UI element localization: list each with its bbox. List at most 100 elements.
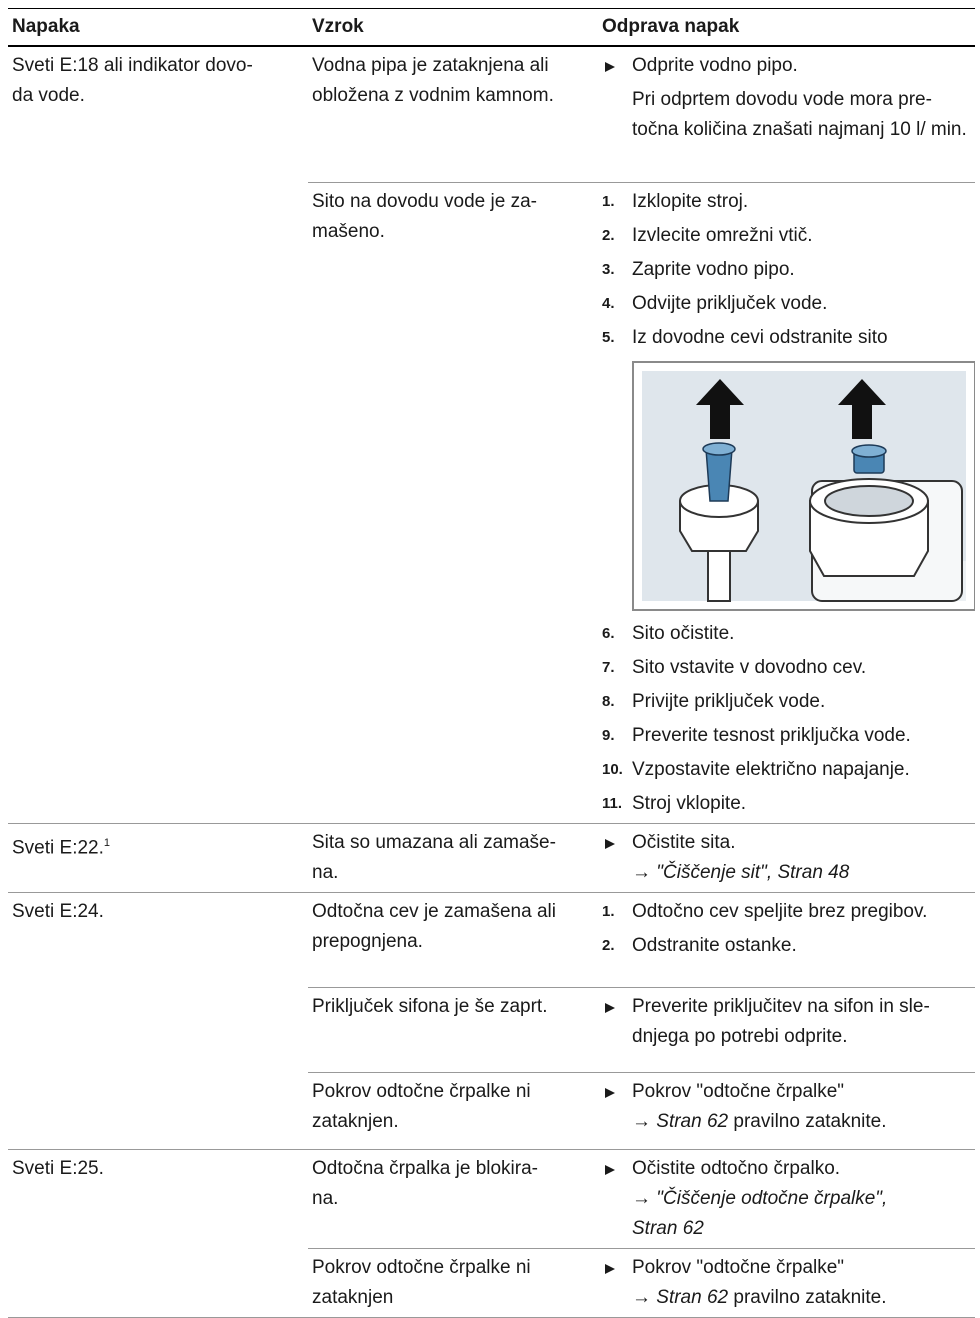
troubleshooting-table: Napaka Vzrok Odprava napak Sveti E:18 al…	[8, 8, 975, 1318]
step-number: 10.	[602, 760, 623, 778]
ref-arrow: →	[632, 1187, 651, 1209]
remedy-cell: Očistite sita. → "Čiščenje sit", Stran 48	[598, 823, 975, 893]
step-number: 7.	[602, 658, 615, 676]
item-content: Sito vstavite v dovodno cev.	[632, 653, 866, 683]
cause-cell: Priključek sifona je še zaprt.	[308, 987, 598, 1073]
item-content: Izvlecite omrežni vtič.	[632, 221, 813, 251]
table-row: Sveti E:24. Odtočna cev je zamašena ali p…	[8, 892, 975, 1150]
note: Pri odprtem dovodu vode mora pre- točna …	[632, 89, 967, 140]
reference: → "Čiščenje odtočne črpalke", Stran 62	[632, 1184, 887, 1244]
fault-cell: Sveti E:22.1	[8, 823, 308, 893]
footnote-mark: 1	[103, 836, 111, 849]
bullet	[602, 1253, 632, 1313]
step-number: 4.	[602, 294, 615, 312]
item-text: Izvlecite omrežni vtič.	[632, 224, 813, 246]
table-row: Sveti E:18 ali indikator dovo- da vode. V…	[8, 46, 975, 824]
reference: → "Čiščenje sit", Stran 48	[632, 858, 849, 888]
step-number: 3.	[602, 260, 615, 278]
figure	[632, 360, 975, 611]
cause-cell: Odtočna črpalka je blokira- na.	[308, 1149, 598, 1249]
step-number: 9.	[602, 726, 615, 744]
ref-link: "Čiščenje sit", Stran 48	[656, 861, 850, 883]
cause-cell: Pokrov odtočne črpalke ni zataknjen	[308, 1248, 598, 1318]
item-text: Očistite sita.	[632, 831, 736, 853]
bullet-arrow	[605, 1002, 615, 1013]
bullet-arrow	[605, 1263, 615, 1274]
item-content: Očistite odtočno črpalko. → "Čiščenje odt…	[632, 1154, 887, 1244]
step-number: 2.	[602, 226, 615, 244]
item-text: Privijte priključek vode.	[632, 690, 826, 712]
step: 7. Sito vstavite v dovodno cev.	[602, 653, 971, 683]
bullet-item: Pokrov "odtočne črpalke" → Stran 62 pravi…	[602, 1077, 971, 1137]
step: 1. Izklopite stroj.	[602, 187, 971, 217]
page: Napaka Vzrok Odprava napak Sveti E:18 al…	[8, 8, 975, 1318]
ref-after: pravilno zataknite.	[728, 1110, 887, 1132]
remedy-cell: Pokrov "odtočne črpalke" → Stran 62 pravi…	[598, 1248, 975, 1318]
header-cell: Napaka	[8, 8, 308, 47]
reference: → Stran 62 pravilno zataknite.	[632, 1107, 887, 1137]
ref-arrow: →	[632, 861, 651, 883]
item-content: Preverite tesnost priključka vode.	[632, 721, 911, 751]
header-cell: Odprava napak	[598, 8, 975, 47]
step-number: 6.	[602, 624, 615, 642]
remedy-cell: Preverite priključitev na sifon in sle- …	[598, 987, 975, 1073]
step: 1. Odtočno cev speljite brez pregibov.	[602, 897, 971, 927]
fault-cell: Sveti E:24.	[8, 892, 308, 1150]
step: 2. Izvlecite omrežni vtič.	[602, 221, 971, 251]
bullet-item: Odprite vodno pipo.	[602, 51, 971, 81]
bullet-item: Očistite odtočno črpalko. → "Čiščenje odt…	[602, 1154, 971, 1244]
cause-cell: Sito na dovodu vode je za- mašeno.	[308, 182, 598, 824]
remedy-cell: Odprite vodno pipo. Pri odprtem dovodu vo…	[598, 46, 975, 183]
remedy-cell: 1. Odtočno cev speljite brez pregibov. 2. O…	[598, 892, 975, 988]
item-content: Odprite vodno pipo.	[632, 51, 798, 81]
item-text: Sito vstavite v dovodno cev.	[632, 656, 867, 678]
bullet-item: Preverite priključitev na sifon in sle- …	[602, 992, 971, 1052]
table-row: Sveti E:22.1 Sita so umazana ali zamaše- …	[8, 823, 975, 893]
item-content: Izklopite stroj.	[632, 187, 748, 217]
item-content: Privijte priključek vode.	[632, 687, 825, 717]
bullet-arrow	[605, 62, 615, 72]
item-text: Stroj vklopite.	[632, 792, 747, 814]
cause-cell: Pokrov odtočne črpalke ni zataknjen.	[308, 1072, 598, 1150]
item-content: Vzpostavite električno napajanje.	[632, 755, 910, 785]
item-text: Preverite tesnost priključka vode.	[632, 724, 911, 746]
step-number: 1.	[602, 902, 615, 920]
bullet-item: Pokrov "odtočne črpalke" → Stran 62 pravi…	[602, 1253, 971, 1313]
fault-text: Sveti E:25.	[12, 1157, 104, 1179]
table-row: Sito na dovodu vode je za- mašeno. 1. Izkl…	[8, 182, 975, 824]
table-row: Sveti E:25. Odtočna črpalka je blokira- n…	[8, 1149, 975, 1318]
sieve-illustration	[632, 360, 975, 611]
bullet	[602, 992, 632, 1052]
fault-text: Sveti E:18 ali indikator dovo- da vode.	[12, 55, 253, 106]
cause-cell: Vodna pipa je zataknjena ali obložena z …	[308, 46, 598, 183]
step: 2. Odstranite ostanke.	[602, 931, 971, 961]
ref-link: Stran 62	[656, 1286, 729, 1308]
remedy-cell: Pokrov "odtočne črpalke" → Stran 62 pravi…	[598, 1072, 975, 1150]
item-content: Pokrov "odtočne črpalke" → Stran 62 pravi…	[632, 1253, 887, 1313]
item-text: Iz dovodne cevi odstranite sito	[632, 326, 888, 348]
item-text: Odprite vodno pipo.	[632, 55, 798, 76]
item-content: Iz dovodne cevi odstranite sito	[632, 323, 888, 353]
item-content: Očistite sita. → "Čiščenje sit", Stran 48	[632, 828, 849, 888]
ref-arrow: →	[632, 1110, 651, 1132]
reference: → Stran 62 pravilno zataknite.	[632, 1283, 887, 1313]
step-number: 8.	[602, 692, 615, 710]
bullet-arrow	[605, 838, 615, 849]
item-text: Odstranite ostanke.	[632, 934, 797, 956]
item-text: Odvijte priključek vode.	[632, 292, 828, 314]
item-text: Zaprite vodno pipo.	[632, 258, 795, 280]
bullet	[602, 1077, 632, 1137]
item-text: Pokrov "odtočne črpalke"	[632, 1080, 845, 1102]
ref-link: Stran 62	[656, 1110, 729, 1132]
step-number: 2.	[602, 936, 615, 954]
bullet-arrow	[605, 1087, 615, 1098]
item-text: Pokrov "odtočne črpalke"	[632, 1256, 845, 1278]
item-text: Sito očistite.	[632, 622, 735, 644]
bullet	[602, 828, 632, 888]
remedy-cell: 1. Izklopite stroj. 2. Izvlecite omrežni vt…	[598, 182, 975, 824]
item-content: Preverite priključitev na sifon in sle- …	[632, 992, 930, 1052]
item-content: Pokrov "odtočne črpalke" → Stran 62 pravi…	[632, 1077, 887, 1137]
step-number: 5.	[602, 328, 615, 346]
step: 8. Privijte priključek vode.	[602, 687, 971, 717]
document: Napaka Vzrok Odprava napak Sveti E:18 al…	[8, 8, 975, 1318]
